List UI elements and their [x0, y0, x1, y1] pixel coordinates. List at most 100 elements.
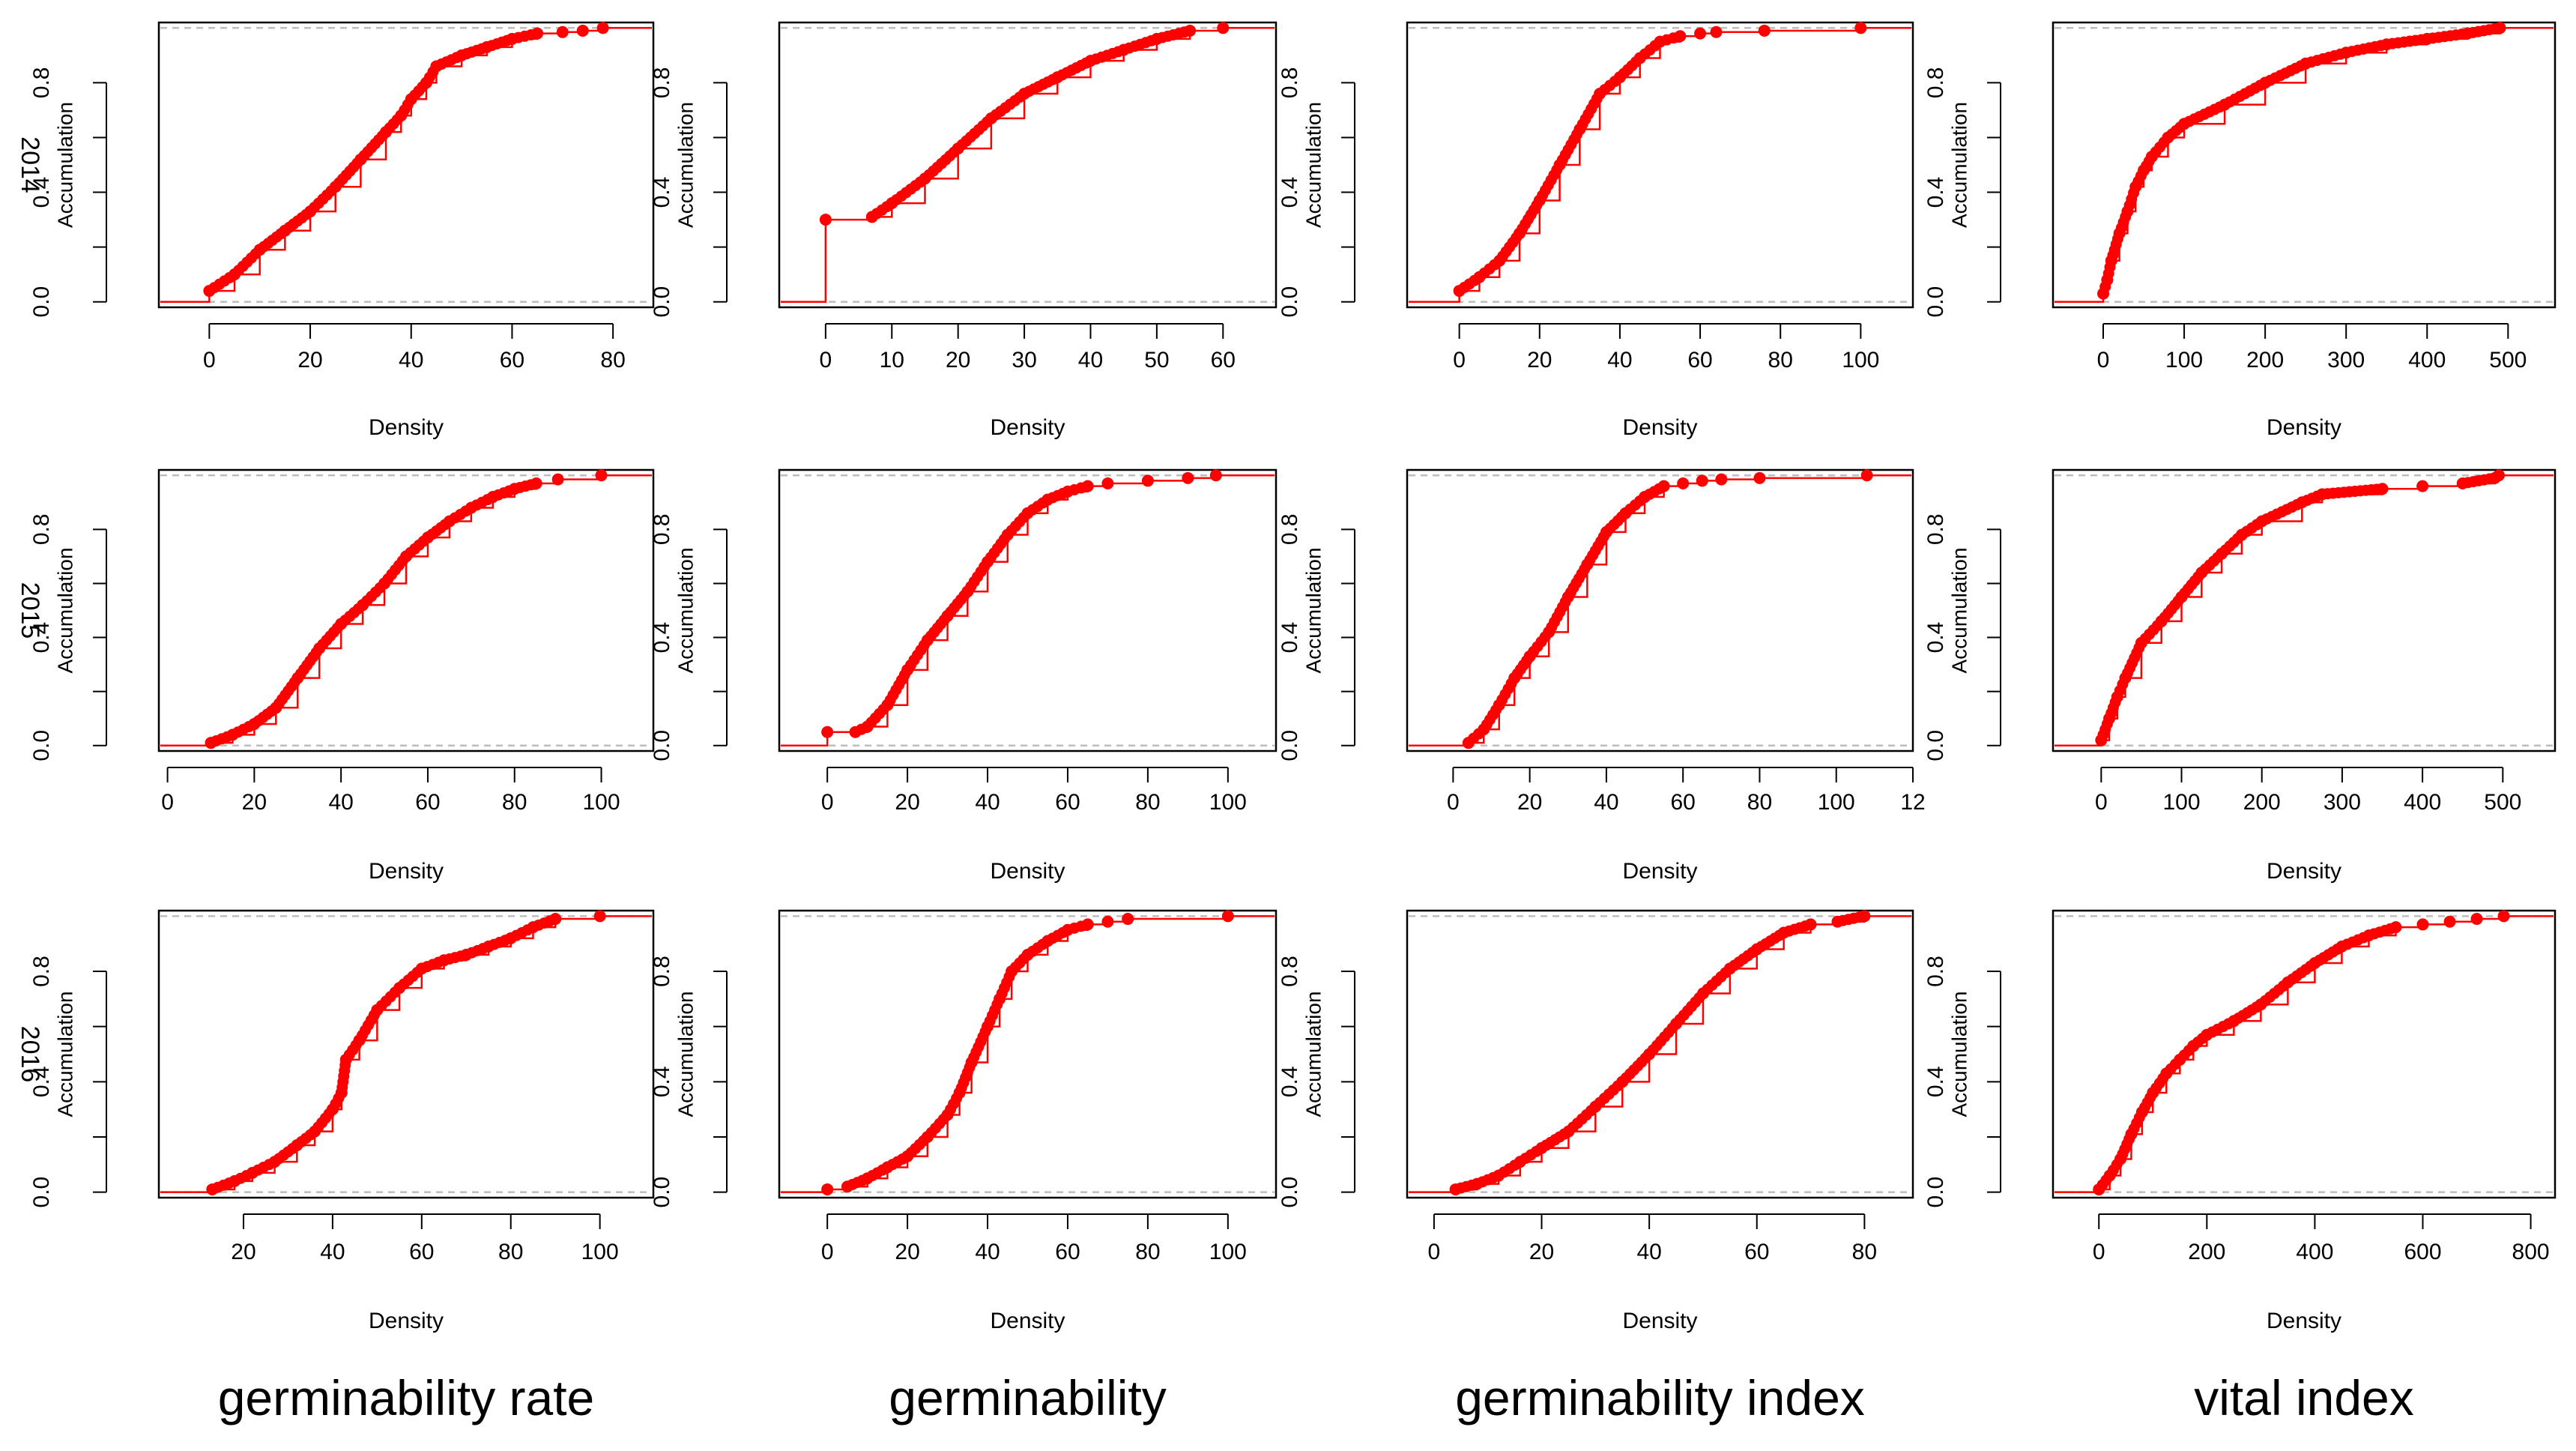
data-point	[1674, 30, 1687, 43]
x-tick-label: 500	[2484, 790, 2521, 815]
x-tick-label: 500	[2489, 348, 2527, 372]
x-tick-label: 300	[2327, 348, 2365, 372]
y-axis-label: Accumulation	[1947, 991, 1971, 1117]
point-markers	[2093, 910, 2510, 1195]
panel-2016-vital: 0 200 400 600 800 Density 0.0 0.4 0.8 Accumulatio…	[1923, 909, 2557, 1333]
y-tick-label: 0.0	[1278, 1177, 1302, 1208]
plot-frame	[778, 909, 1278, 1199]
plot-frame	[1406, 909, 1914, 1199]
data-point	[1694, 27, 1707, 40]
panel-2016-rate: 20 40 60 80 100 Density 0.0 0.4 0.8 Accumulation	[29, 909, 655, 1333]
x-axis-label: Density	[369, 859, 444, 884]
data-point	[1657, 480, 1670, 492]
x-axis: 0 100 200 300 400 500 Density	[2095, 767, 2521, 884]
data-point	[2492, 469, 2505, 482]
y-axis-label: Accumulation	[674, 991, 697, 1117]
data-point	[1758, 24, 1771, 37]
x-tick-label: 40	[1607, 348, 1632, 372]
y-tick-label: 0.0	[1278, 286, 1302, 318]
column-title-germinability-rate: germinability rate	[218, 1370, 595, 1426]
x-axis-label: Density	[1622, 859, 1697, 884]
step-line	[160, 27, 652, 303]
y-tick-label: 0.4	[29, 177, 54, 208]
data-point	[1209, 469, 1222, 482]
x-axis: 20 40 60 80 100 Density	[231, 1213, 619, 1333]
data-point	[2376, 483, 2389, 495]
x-axis: 0 20 40 60 80 Density	[1428, 1213, 1877, 1333]
x-tick-label: 400	[2404, 790, 2441, 815]
column-title-germinability-index: germinability index	[1455, 1370, 1865, 1426]
panel-2014-germ: 0 10 20 30 40 50 60 Density 0.0 0.4 0.8Accumulatio…	[650, 21, 1278, 440]
x-tick-label: 12	[1900, 790, 1925, 815]
point-markers	[2095, 469, 2505, 746]
data-point	[551, 473, 564, 486]
plot-frame	[1406, 468, 1914, 752]
x-axis-label: Density	[369, 415, 444, 440]
x-axis-label: Density	[1622, 1309, 1697, 1333]
x-axis: 0 200 400 600 800 Density	[2093, 1213, 2550, 1333]
y-tick-label: 0.8	[650, 67, 674, 99]
x-tick-label: 20	[242, 790, 267, 815]
x-tick-label: 60	[1670, 790, 1695, 815]
x-tick-label: 40	[975, 790, 1000, 815]
y-tick-label: 0.0	[29, 730, 54, 761]
step-line	[160, 474, 652, 747]
x-tick-label: 60	[409, 1240, 434, 1264]
x-tick-label: 400	[2296, 1240, 2333, 1264]
data-point	[1221, 910, 1234, 923]
plot-frame	[2052, 468, 2557, 752]
point-markers	[206, 910, 606, 1195]
data-point	[819, 214, 832, 226]
data-point	[576, 24, 589, 37]
data-point	[1101, 477, 1114, 490]
data-point	[1081, 480, 1094, 492]
plot-frame	[778, 21, 1278, 309]
x-tick-label: 80	[1747, 790, 1772, 815]
y-tick-label: 0.8	[29, 956, 54, 987]
x-axis-label: Density	[2267, 859, 2341, 884]
y-tick-label: 0.8	[1278, 956, 1302, 987]
x-tick-label: 40	[1594, 790, 1618, 815]
panel-2014-index: 0 20 40 60 80 100 Density 0.0 0.4 0.8 Accumulation	[1278, 21, 1914, 440]
x-axis: 0 20 40 60 80 Density	[203, 323, 626, 440]
data-point	[1141, 474, 1154, 487]
point-markers	[205, 469, 608, 749]
x-tick-label: 0	[1428, 1240, 1441, 1264]
x-tick-label: 60	[500, 348, 524, 372]
point-markers	[1449, 910, 1871, 1195]
x-axis: 0 100 200 300 400 500 Density	[2097, 323, 2527, 440]
y-tick-label: 0.0	[1278, 730, 1302, 761]
data-point	[2443, 915, 2456, 928]
x-axis: 0 20 40 60 80 100 Density	[821, 767, 1247, 884]
data-point	[2497, 910, 2510, 923]
x-tick-label: 0	[2097, 348, 2110, 372]
x-axis-label: Density	[2267, 1309, 2341, 1333]
data-point	[1696, 474, 1708, 487]
y-axis-label: Accumulation	[1301, 547, 1325, 673]
x-tick-label: 0	[2095, 790, 2108, 815]
data-point	[1804, 918, 1817, 931]
x-tick-label: 0	[203, 348, 216, 372]
y-axis-label: Accumulation	[1301, 991, 1325, 1117]
row-label-2014: 2014	[16, 136, 44, 193]
y-tick-label: 0.8	[29, 67, 54, 99]
data-point	[1715, 473, 1728, 486]
x-tick-label: 80	[502, 790, 527, 815]
y-axis-label: Accumulation	[53, 547, 76, 673]
column-title-germinability: germinability	[889, 1370, 1166, 1426]
panel-2014-vital: 0 100 200 300 400 500 Density 0.0 0.4 0.8 Accumula…	[1923, 21, 2557, 440]
plot-frame	[157, 468, 655, 752]
x-tick-label: 40	[328, 790, 353, 815]
data-point	[1710, 25, 1723, 38]
data-point	[556, 25, 569, 38]
panel-2015-vital: 0 100 200 300 400 500 Density 0.0 0.4 0.8Accumula…	[1923, 468, 2557, 884]
y-tick-label: 0.8	[650, 956, 674, 987]
x-tick-label: 60	[1211, 348, 1236, 372]
x-tick-label: 60	[415, 790, 440, 815]
